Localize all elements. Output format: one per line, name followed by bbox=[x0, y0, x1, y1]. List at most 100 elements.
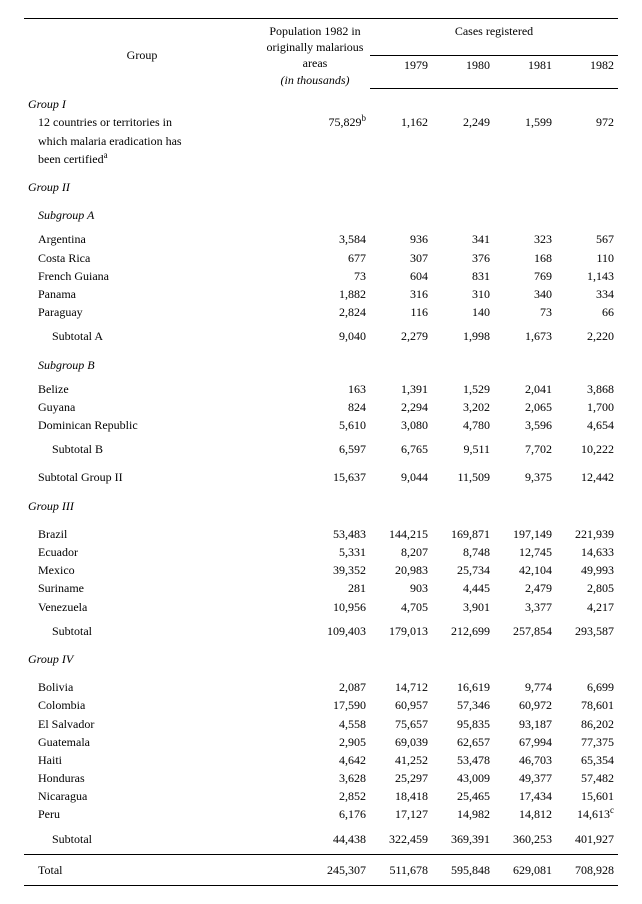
hdr-year-1979: 1979 bbox=[370, 56, 432, 89]
table-row: Belize1631,3911,5292,0413,868 bbox=[24, 380, 618, 398]
g2a-4-1980: 140 bbox=[432, 303, 494, 321]
g2b-subtotal-1979: 6,765 bbox=[370, 440, 432, 458]
group1-1979: 1,162 bbox=[370, 113, 432, 131]
total-1981: 629,081 bbox=[494, 861, 556, 879]
table-row: Venezuela10,9564,7053,9013,3774,217 bbox=[24, 598, 618, 616]
g4-2-label: El Salvador bbox=[24, 715, 260, 733]
g4-4-1980: 53,478 bbox=[432, 751, 494, 769]
g3-3-1980: 4,445 bbox=[432, 579, 494, 597]
g3-3-label: Suriname bbox=[24, 579, 260, 597]
g2a-3-pop: 1,882 bbox=[260, 285, 370, 303]
table-row: Brazil53,483144,215169,871197,149221,939 bbox=[24, 525, 618, 543]
g4-4-label: Haiti bbox=[24, 751, 260, 769]
g2-subtotal-label: Subtotal Group II bbox=[24, 468, 260, 486]
g3-0-label: Brazil bbox=[24, 525, 260, 543]
group1-title: Group I bbox=[24, 95, 260, 113]
g3-4-1980: 3,901 bbox=[432, 598, 494, 616]
g2-subtotal-1981: 9,375 bbox=[494, 468, 556, 486]
malaria-cases-table: Group Population 1982 in originally mala… bbox=[24, 18, 618, 886]
g2a-2-1981: 769 bbox=[494, 267, 556, 285]
g4-7-1982: 14,613c bbox=[556, 805, 618, 823]
g2a-2-label: French Guiana bbox=[24, 267, 260, 285]
table-row: Haiti4,64241,25253,47846,70365,354 bbox=[24, 751, 618, 769]
g2a-1-1979: 307 bbox=[370, 249, 432, 267]
table-row: El Salvador4,55875,65795,83593,18786,202 bbox=[24, 715, 618, 733]
table-row: Suriname2819034,4452,4792,805 bbox=[24, 579, 618, 597]
g3-1-1980: 8,748 bbox=[432, 543, 494, 561]
g2b-0-1979: 1,391 bbox=[370, 380, 432, 398]
g3-0-1981: 197,149 bbox=[494, 525, 556, 543]
g3-0-1982: 221,939 bbox=[556, 525, 618, 543]
table-row: Argentina3,584936341323567 bbox=[24, 230, 618, 248]
g2b-2-label: Dominican Republic bbox=[24, 416, 260, 434]
g3-subtotal-1982: 293,587 bbox=[556, 622, 618, 640]
g4-2-1981: 93,187 bbox=[494, 715, 556, 733]
g4-7-1981: 14,812 bbox=[494, 805, 556, 823]
g2b-1-1979: 2,294 bbox=[370, 398, 432, 416]
g2b-0-pop: 163 bbox=[260, 380, 370, 398]
g4-2-1982: 86,202 bbox=[556, 715, 618, 733]
table-row: Ecuador5,3318,2078,74812,74514,633 bbox=[24, 543, 618, 561]
g2a-1-pop: 677 bbox=[260, 249, 370, 267]
total-1979: 511,678 bbox=[370, 861, 432, 879]
g4-subtotal-1979: 322,459 bbox=[370, 830, 432, 848]
group1-1982: 972 bbox=[556, 113, 618, 131]
g2a-4-label: Paraguay bbox=[24, 303, 260, 321]
table-row: Peru6,17617,12714,98214,81214,613c bbox=[24, 805, 618, 823]
g4-3-label: Guatemala bbox=[24, 733, 260, 751]
table-row: Costa Rica677307376168110 bbox=[24, 249, 618, 267]
g4-6-1981: 17,434 bbox=[494, 787, 556, 805]
g2b-2-pop: 5,610 bbox=[260, 416, 370, 434]
g2b-1-pop: 824 bbox=[260, 398, 370, 416]
g2a-4-pop: 2,824 bbox=[260, 303, 370, 321]
g4-4-1982: 65,354 bbox=[556, 751, 618, 769]
g2a-subtotal-1980: 1,998 bbox=[432, 327, 494, 345]
g4-7-1979: 17,127 bbox=[370, 805, 432, 823]
g4-5-1979: 25,297 bbox=[370, 769, 432, 787]
g4-3-1980: 62,657 bbox=[432, 733, 494, 751]
g2b-subtotal-1981: 7,702 bbox=[494, 440, 556, 458]
g2a-1-1980: 376 bbox=[432, 249, 494, 267]
g2a-1-1981: 168 bbox=[494, 249, 556, 267]
g2a-3-1981: 340 bbox=[494, 285, 556, 303]
g4-2-1980: 95,835 bbox=[432, 715, 494, 733]
total-1982: 708,928 bbox=[556, 861, 618, 879]
g4-4-pop: 4,642 bbox=[260, 751, 370, 769]
g3-1-label: Ecuador bbox=[24, 543, 260, 561]
table-row: Dominican Republic5,6103,0804,7803,5964,… bbox=[24, 416, 618, 434]
g2a-4-1981: 73 bbox=[494, 303, 556, 321]
g3-0-1979: 144,215 bbox=[370, 525, 432, 543]
group1-1981: 1,599 bbox=[494, 113, 556, 131]
g4-7-pop: 6,176 bbox=[260, 805, 370, 823]
g4-5-1980: 43,009 bbox=[432, 769, 494, 787]
g2a-subtotal-pop: 9,040 bbox=[260, 327, 370, 345]
table-row: Panama1,882316310340334 bbox=[24, 285, 618, 303]
g2a-subtotal: Subtotal A9,0402,2791,9981,6732,220 bbox=[24, 327, 618, 345]
g2b-subtotal-1980: 9,511 bbox=[432, 440, 494, 458]
g4-6-1979: 18,418 bbox=[370, 787, 432, 805]
group1-desc-b: which malaria eradication has bbox=[24, 132, 260, 150]
g4-subtotal-1980: 369,391 bbox=[432, 830, 494, 848]
g2b-1-1982: 1,700 bbox=[556, 398, 618, 416]
g2a-0-1979: 936 bbox=[370, 230, 432, 248]
g4-0-1982: 6,699 bbox=[556, 678, 618, 696]
g2b-2-1981: 3,596 bbox=[494, 416, 556, 434]
g3-0-1980: 169,871 bbox=[432, 525, 494, 543]
g3-0-pop: 53,483 bbox=[260, 525, 370, 543]
g2b-2-1980: 4,780 bbox=[432, 416, 494, 434]
g3-subtotal-1981: 257,854 bbox=[494, 622, 556, 640]
g2a-0-1980: 341 bbox=[432, 230, 494, 248]
g2b-0-1981: 2,041 bbox=[494, 380, 556, 398]
g3-2-1982: 49,993 bbox=[556, 561, 618, 579]
g4-subtotal-1981: 360,253 bbox=[494, 830, 556, 848]
group2a-title: Subgroup A bbox=[24, 206, 260, 224]
g4-7-1980: 14,982 bbox=[432, 805, 494, 823]
table-row: Paraguay2,8241161407366 bbox=[24, 303, 618, 321]
g2a-subtotal-1981: 1,673 bbox=[494, 327, 556, 345]
g4-0-pop: 2,087 bbox=[260, 678, 370, 696]
group1-1980: 2,249 bbox=[432, 113, 494, 131]
table-row: Guyana8242,2943,2022,0651,700 bbox=[24, 398, 618, 416]
g2a-subtotal-1982: 2,220 bbox=[556, 327, 618, 345]
g4-5-1981: 49,377 bbox=[494, 769, 556, 787]
group1-desc-c: been certifieda bbox=[24, 150, 260, 168]
